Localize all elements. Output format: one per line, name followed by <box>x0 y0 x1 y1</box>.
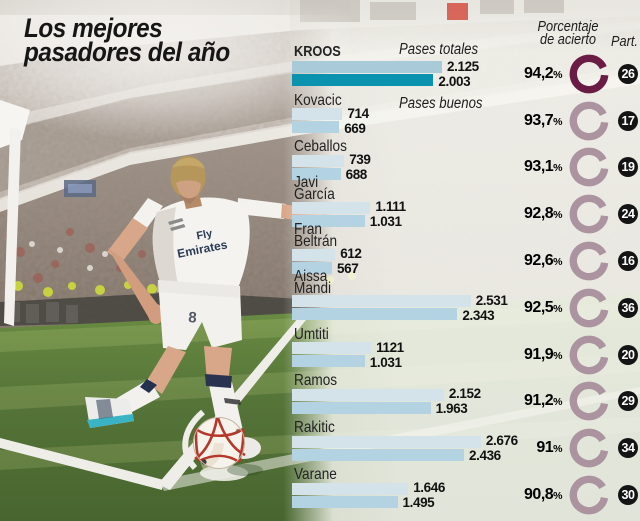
svg-text:8: 8 <box>188 309 198 327</box>
svg-text:Fly: Fly <box>195 227 214 242</box>
